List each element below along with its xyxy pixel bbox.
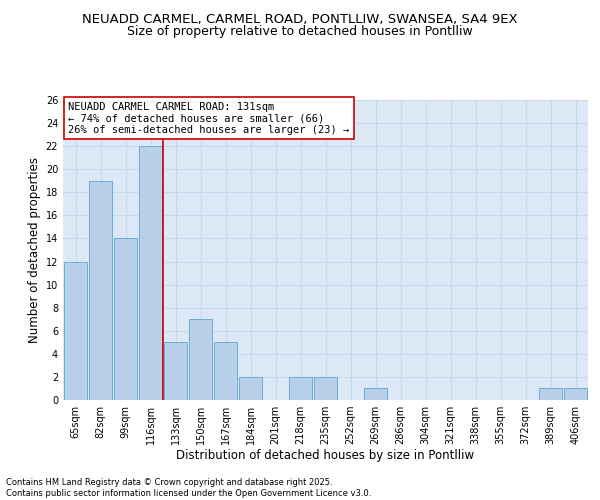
Bar (89, 181, 112, 400)
X-axis label: Distribution of detached houses by size in Pontlliw: Distribution of detached houses by size … (176, 448, 475, 462)
Bar (64, 262, 88, 400)
Bar (314, 377, 337, 400)
Text: Size of property relative to detached houses in Pontlliw: Size of property relative to detached ho… (127, 25, 473, 38)
Bar (214, 342, 238, 400)
Bar (139, 146, 163, 400)
Bar (164, 342, 187, 400)
Y-axis label: Number of detached properties: Number of detached properties (28, 157, 41, 343)
Text: NEUADD CARMEL CARMEL ROAD: 131sqm
← 74% of detached houses are smaller (66)
26% : NEUADD CARMEL CARMEL ROAD: 131sqm ← 74% … (68, 102, 349, 134)
Bar (239, 377, 262, 400)
Bar (563, 388, 587, 400)
Bar (289, 377, 313, 400)
Text: NEUADD CARMEL, CARMEL ROAD, PONTLLIW, SWANSEA, SA4 9EX: NEUADD CARMEL, CARMEL ROAD, PONTLLIW, SW… (82, 12, 518, 26)
Bar (188, 319, 212, 400)
Text: Contains HM Land Registry data © Crown copyright and database right 2025.
Contai: Contains HM Land Registry data © Crown c… (6, 478, 371, 498)
Bar (364, 388, 388, 400)
Bar (113, 238, 137, 400)
Bar (539, 388, 562, 400)
